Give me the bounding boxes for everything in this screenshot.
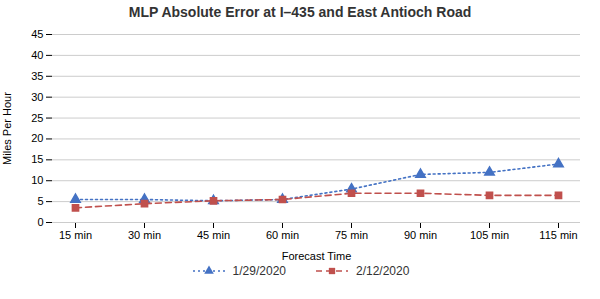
svg-text:5: 5: [37, 195, 43, 207]
svg-text:10: 10: [31, 174, 43, 186]
svg-text:105 min: 105 min: [470, 229, 509, 241]
html-text:1/29/2020: 1/29/2020: [232, 264, 286, 278]
html-text:2/12/2020: 2/12/2020: [356, 264, 410, 278]
svg-text:Miles Per Hour: Miles Per Hour: [1, 92, 13, 165]
svg-text:45: 45: [31, 28, 43, 40]
svg-text:115 min: 115 min: [539, 229, 577, 241]
svg-text:25: 25: [31, 112, 43, 124]
svg-text:30: 30: [31, 91, 43, 103]
svg-text:15: 15: [31, 153, 43, 165]
svg-text:0: 0: [37, 216, 43, 228]
svg-text:90 min: 90 min: [404, 229, 437, 241]
svg-text:20: 20: [31, 132, 43, 144]
svg-text:35: 35: [31, 70, 43, 82]
svg-text:30 min: 30 min: [128, 229, 161, 241]
svg-text:40: 40: [31, 49, 43, 61]
svg-text:Forecast Time: Forecast Time: [282, 250, 352, 262]
svg-text:15 min: 15 min: [59, 229, 92, 241]
svg-text:45 min: 45 min: [197, 229, 230, 241]
svg-text:60 min: 60 min: [266, 229, 299, 241]
svg-text:75 min: 75 min: [335, 229, 368, 241]
html-text:MLP Absolute Error at I–435 an: MLP Absolute Error at I–435 and East Ant…: [128, 4, 472, 20]
